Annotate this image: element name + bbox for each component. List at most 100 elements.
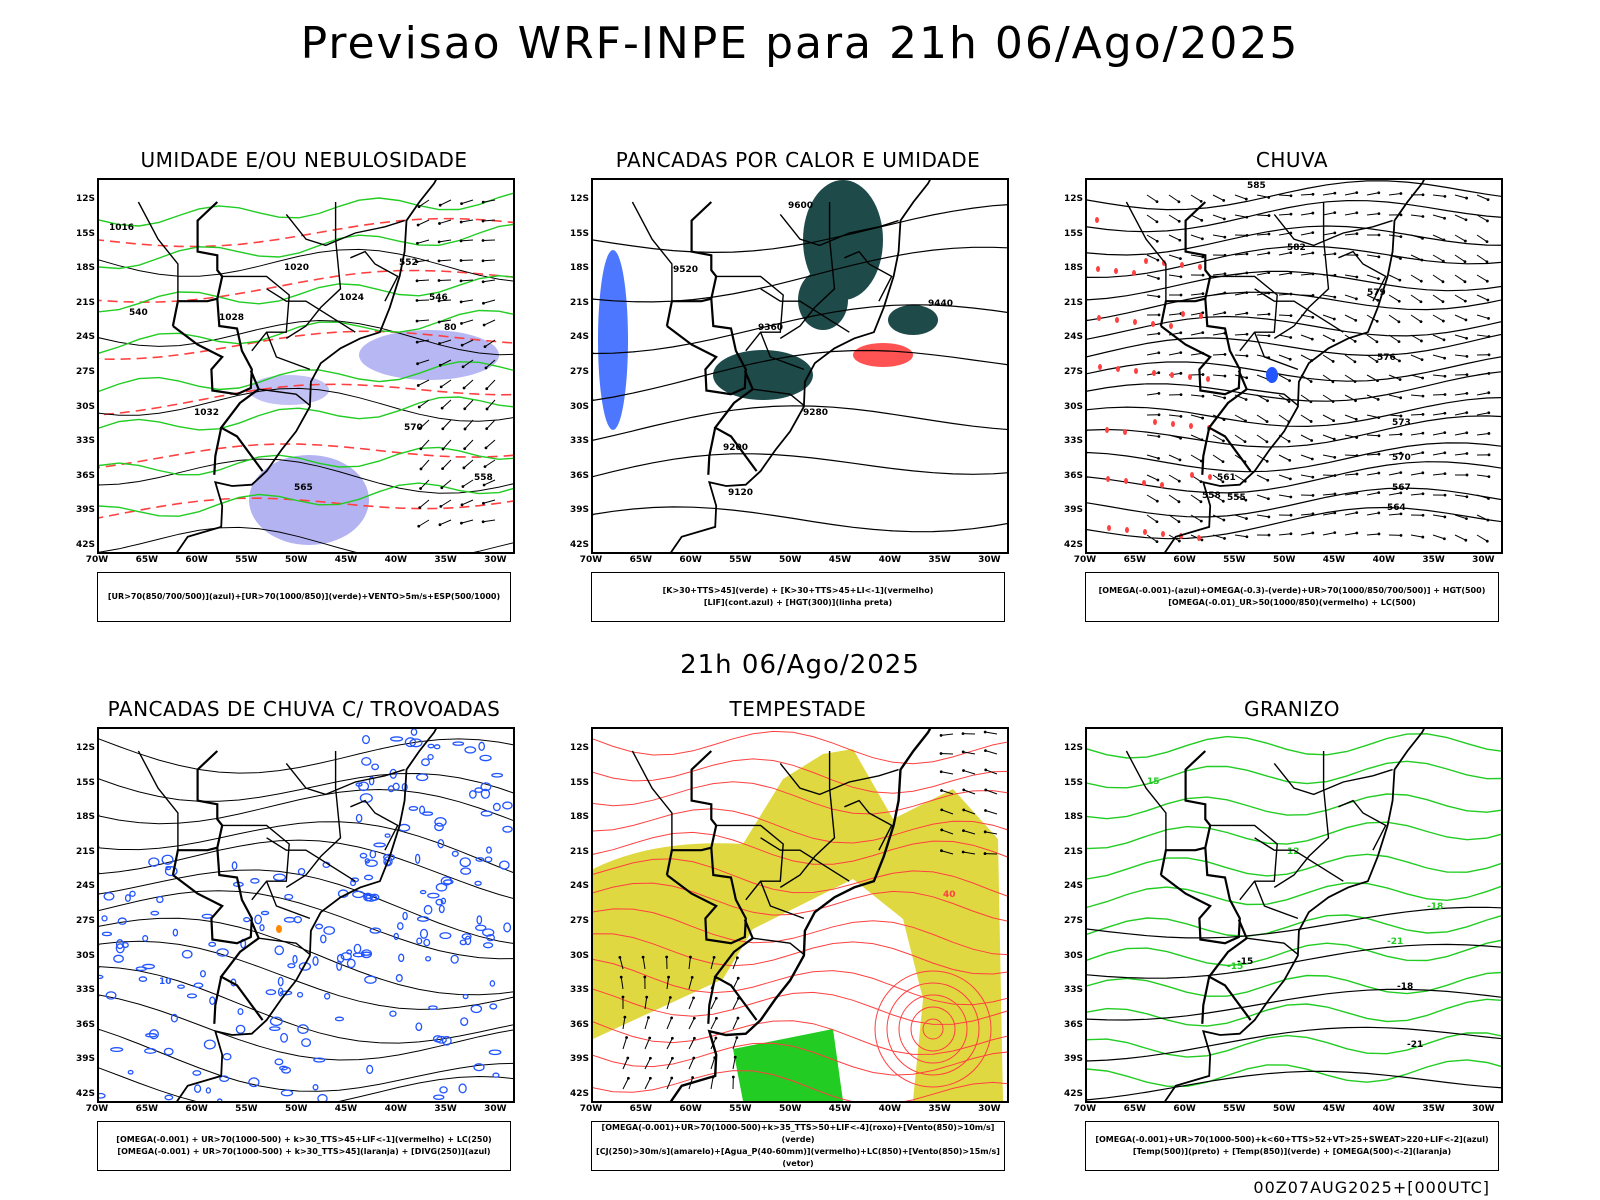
wind-vector — [1168, 313, 1181, 316]
wind-vector-head — [1377, 511, 1381, 515]
divergence-cell — [419, 805, 426, 815]
wind-vector-head — [1399, 396, 1403, 400]
latitude-label: 42S — [75, 1089, 95, 1099]
divergence-cell — [416, 773, 429, 782]
wind-vector-head — [1420, 258, 1424, 262]
longitude-label: 45W — [334, 555, 358, 565]
wind-vector-head — [626, 1056, 630, 1060]
wind-vector — [485, 439, 496, 449]
wind-vector-head — [648, 1056, 652, 1060]
wind-vector-head — [483, 465, 487, 469]
wind-vector — [710, 1057, 716, 1070]
wind-vector — [483, 519, 496, 523]
panel-title-pancadas-calor: PANCADAS POR CALOR E UMIDADE — [615, 148, 981, 172]
shaded-area — [1180, 262, 1184, 268]
map-boundary — [1253, 331, 1299, 371]
wind-vector — [442, 439, 452, 450]
wind-vector-head — [1311, 231, 1315, 235]
contour-value-label: 9120 — [728, 488, 753, 498]
wind-vector — [1432, 254, 1444, 262]
wind-vector — [1388, 492, 1401, 496]
divergence-cell — [473, 1063, 485, 1072]
latitude-label: 15S — [1063, 777, 1083, 788]
contour-value-label: -15 — [1227, 962, 1243, 972]
wind-vector-head — [481, 280, 485, 284]
divergence-cell — [364, 975, 377, 984]
map-boundary — [1254, 837, 1344, 882]
wind-vector-head — [984, 768, 988, 772]
wind-vector-head — [1289, 314, 1293, 318]
wind-vector-head — [1421, 215, 1425, 218]
wind-vector — [1300, 273, 1313, 276]
latitude-label: 18S — [1063, 812, 1083, 823]
wind-vector-head — [1332, 419, 1336, 422]
wind-vector-head — [1421, 451, 1425, 455]
contour-line — [593, 831, 1007, 865]
wind-vector-head — [416, 223, 420, 227]
latitude-label: 36S — [569, 1019, 589, 1030]
latitude-label: 30S — [75, 401, 95, 412]
contour-line — [99, 738, 513, 774]
wind-vector — [1300, 454, 1313, 460]
latitude-label: 21S — [75, 297, 95, 308]
wind-vector — [985, 810, 998, 815]
divergence-cell — [148, 857, 160, 867]
map-boundary — [844, 799, 893, 851]
wind-vector-head — [1157, 332, 1161, 335]
contour-value-label: -18 — [1427, 902, 1443, 912]
shaded-area — [1097, 315, 1101, 321]
wind-vector-head — [983, 730, 987, 734]
wind-vector — [1432, 194, 1445, 197]
latitude-label: 21S — [569, 846, 589, 857]
divergence-cell — [476, 915, 483, 925]
divergence-cell — [115, 939, 124, 950]
contour-line — [1087, 1032, 1501, 1058]
wind-vector — [1454, 214, 1467, 221]
latitude-label: 24S — [569, 881, 589, 892]
longitude-label: 35W — [434, 1104, 457, 1114]
wind-vector — [1322, 434, 1335, 440]
wind-vector-head — [1377, 452, 1381, 456]
wind-vector-head — [691, 1076, 695, 1079]
divergence-cell — [129, 890, 136, 897]
wind-vector-head — [1463, 299, 1467, 303]
wind-vector — [1256, 313, 1270, 316]
wind-vector-head — [1287, 439, 1291, 443]
map-tempestade: 40 — [591, 727, 1009, 1103]
wind-vector — [1454, 534, 1467, 541]
wind-vector-head — [1331, 400, 1335, 403]
wind-vector-head — [418, 426, 422, 430]
contour-line — [1087, 988, 1501, 1021]
wind-vector-head — [1487, 475, 1491, 479]
wind-vector-head — [1245, 234, 1249, 237]
wind-vector — [1410, 374, 1423, 379]
map-boundary — [707, 976, 717, 1024]
wind-vector-head — [1354, 417, 1358, 421]
wind-vector — [1366, 354, 1378, 363]
contour-value-label: 40 — [943, 890, 956, 900]
wind-vector-head — [1289, 212, 1293, 216]
contour-line — [1087, 291, 1501, 322]
divergence-cell — [475, 924, 487, 932]
shaded-area — [1153, 419, 1157, 425]
divergence-cell — [170, 1013, 178, 1023]
divergence-cell — [235, 1024, 246, 1034]
wind-vector-head — [940, 808, 944, 812]
shaded-area — [1134, 368, 1138, 374]
wind-vector — [1388, 433, 1402, 436]
latitude-label: 15S — [569, 777, 589, 788]
wind-vector — [486, 399, 496, 410]
divergence-cell — [192, 1070, 202, 1076]
divergence-cell — [216, 948, 229, 957]
wind-vector-head — [1157, 371, 1161, 375]
wind-vector — [1190, 194, 1202, 202]
wind-vector-head — [1155, 540, 1159, 544]
contour-value-label: 573 — [1392, 418, 1411, 428]
wind-vector — [1366, 512, 1379, 516]
wind-vector-head — [1267, 334, 1271, 338]
divergence-cell — [502, 825, 513, 833]
wind-vector-head — [1399, 491, 1403, 495]
wind-vector-head — [1311, 294, 1315, 297]
contour-line — [99, 361, 513, 393]
wind-vector-head — [1355, 491, 1359, 495]
